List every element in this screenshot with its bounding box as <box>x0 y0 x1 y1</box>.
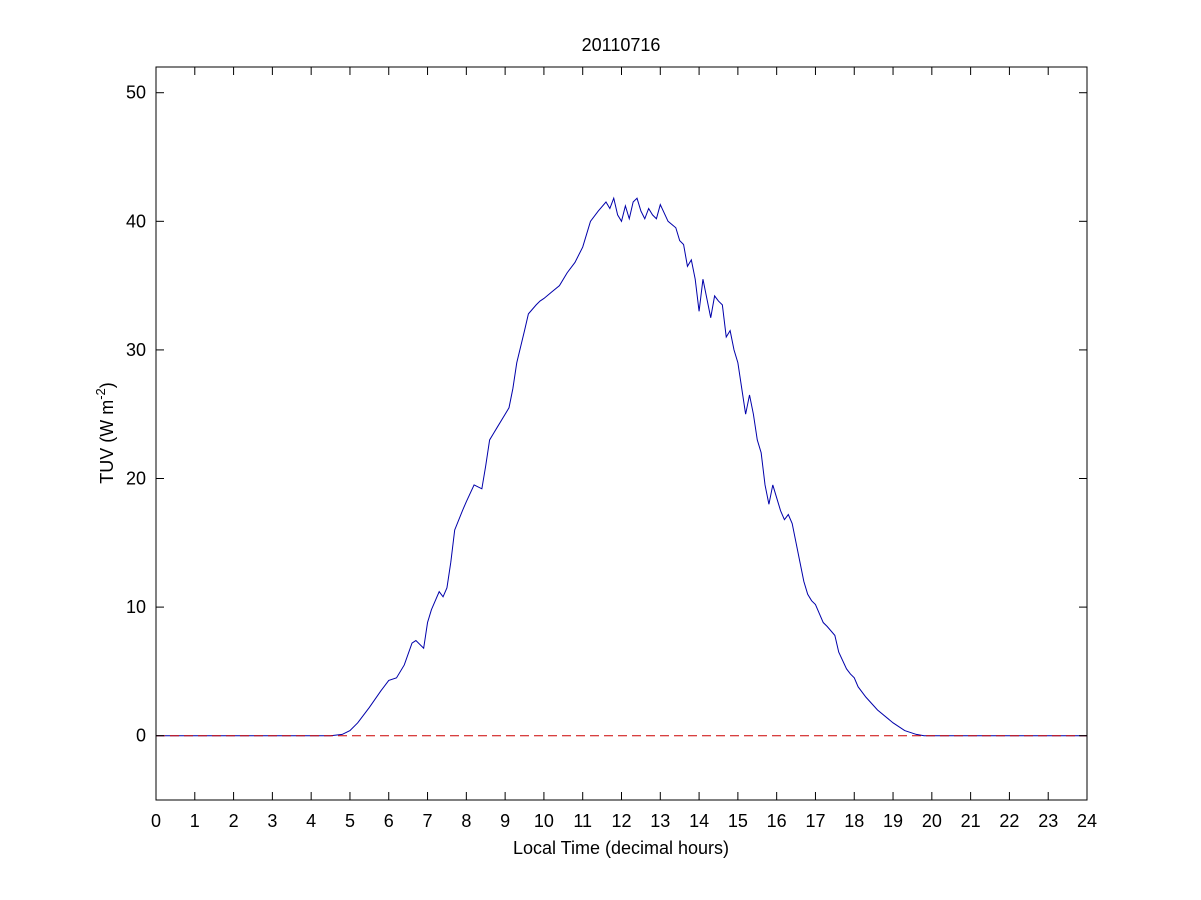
x-tick-label: 1 <box>190 811 200 831</box>
x-tick-label: 0 <box>151 811 161 831</box>
x-tick-label: 21 <box>961 811 981 831</box>
x-tick-label: 9 <box>500 811 510 831</box>
x-tick-label: 13 <box>650 811 670 831</box>
x-tick-label: 4 <box>306 811 316 831</box>
x-tick-label: 2 <box>229 811 239 831</box>
tuv-series-line <box>156 196 1087 737</box>
y-tick-label: 30 <box>126 340 146 360</box>
y-axis-label-suffix: ) <box>97 382 117 388</box>
x-tick-label: 11 <box>573 811 592 831</box>
y-axis-label: TUV (W m-2) <box>93 382 117 484</box>
x-tick-label: 8 <box>461 811 471 831</box>
x-tick-label: 19 <box>883 811 903 831</box>
x-tick-label: 18 <box>844 811 864 831</box>
x-tick-label: 10 <box>534 811 554 831</box>
x-axis-label: Local Time (decimal hours) <box>513 838 729 858</box>
y-tick-label: 0 <box>136 726 146 746</box>
chart-title: 20110716 <box>582 35 661 55</box>
x-tick-label: 15 <box>728 811 748 831</box>
y-axis-label-superscript: -2 <box>93 388 108 400</box>
x-tick-label: 20 <box>922 811 942 831</box>
x-tick-label: 7 <box>423 811 433 831</box>
plot-area <box>156 67 1087 800</box>
x-tick-label: 3 <box>267 811 277 831</box>
y-tick-label: 40 <box>126 211 146 231</box>
y-tick-label: 10 <box>126 597 146 617</box>
x-tick-label: 6 <box>384 811 394 831</box>
x-tick-label: 22 <box>999 811 1019 831</box>
x-tick-label: 17 <box>805 811 825 831</box>
y-tick-label: 20 <box>126 469 146 489</box>
x-tick-label: 16 <box>767 811 787 831</box>
x-tick-label: 14 <box>689 811 709 831</box>
x-tick-label: 12 <box>611 811 631 831</box>
ticks-layer: 0 1 2 3 4 5 6 7 8 9 10 11 12 13 14 15 16 17 18 19 20 21 22 23 24… <box>126 67 1097 831</box>
x-tick-label: 24 <box>1077 811 1097 831</box>
x-tick-label: 5 <box>345 811 355 831</box>
x-tick-label: 23 <box>1038 811 1058 831</box>
y-tick-label: 50 <box>126 83 146 103</box>
y-axis-label-main: TUV (W m <box>97 400 117 484</box>
series-layer <box>156 196 1087 737</box>
